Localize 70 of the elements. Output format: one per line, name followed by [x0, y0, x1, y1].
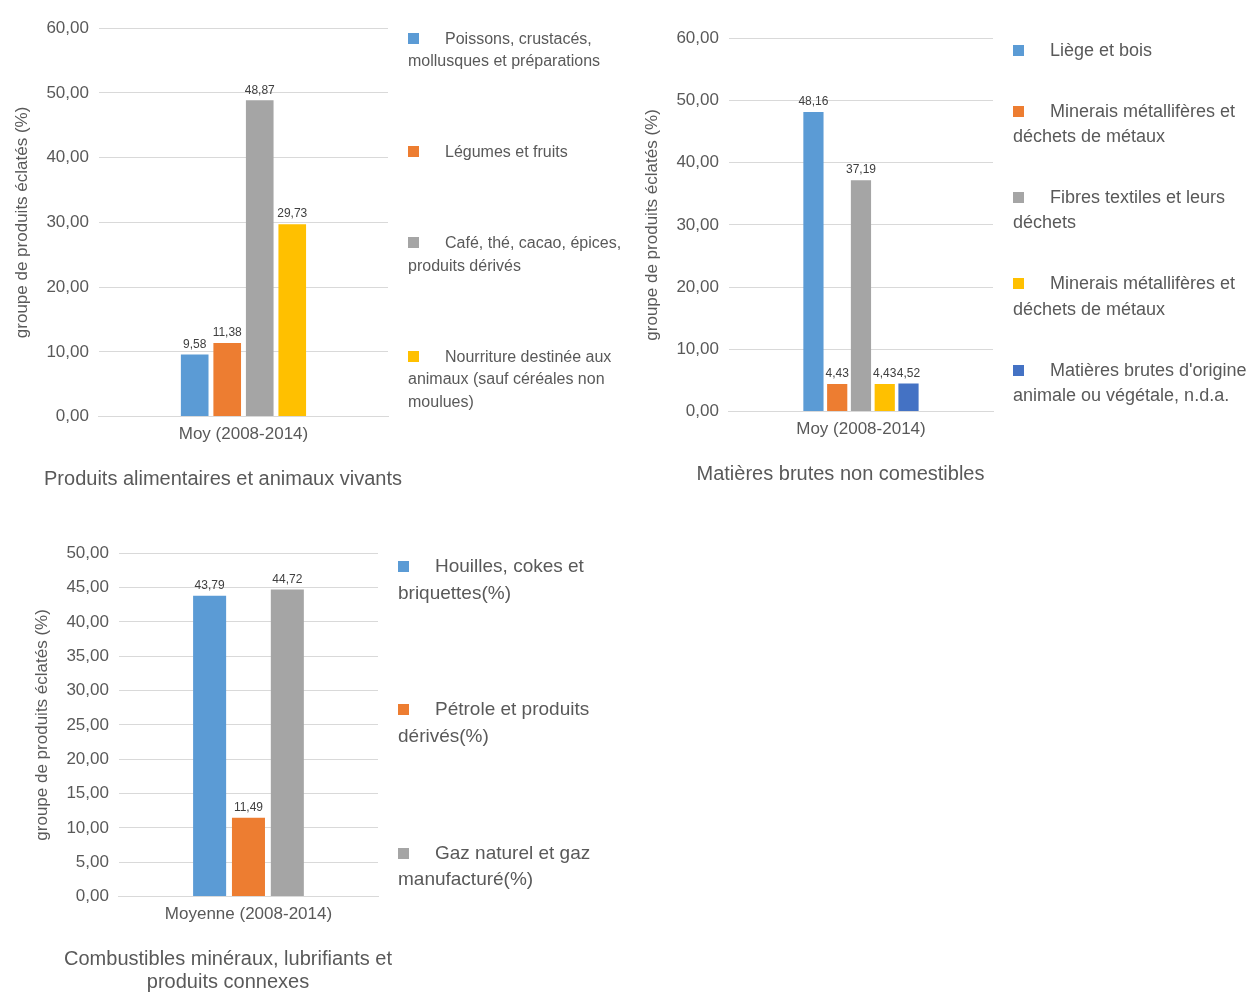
y-tick-label: 0,00	[75, 886, 109, 906]
legend-label: Matières brutes d'origine animale ou végétale, n.d.a.	[1013, 359, 1247, 405]
y-tick-label: 30,00	[46, 212, 89, 232]
y-tick-label: 40,00	[66, 611, 109, 631]
y-tick-label: 50,00	[46, 82, 89, 102]
y-axis-title: groupe de produits éclatés (%)	[31, 609, 51, 841]
y-tick-label: 5,00	[75, 851, 109, 871]
legend-label: Nourriture destinée aux animaux (sauf céréales non moulues)	[408, 347, 612, 410]
data-label: 37,19	[845, 162, 877, 177]
legend-label: Fibres textiles et leurs déchets	[1013, 187, 1226, 233]
data-label: 4,43	[825, 366, 850, 381]
legend-label: Houilles, cokes et briquettes(%)	[398, 555, 584, 603]
data-label: 48,87	[244, 82, 276, 97]
bar	[270, 589, 304, 897]
text: Produits alimentaires et animaux vivants	[43, 467, 403, 490]
y-tick-label: 20,00	[676, 276, 719, 296]
y-tick-label: 15,00	[66, 783, 109, 803]
legend-label: Minerais métallifères et déchets de métaux	[1013, 273, 1236, 319]
y-tick-label: 30,00	[676, 214, 719, 234]
bar	[850, 180, 872, 412]
y-tick-label: 60,00	[676, 27, 719, 47]
data-label: 4,52	[896, 365, 921, 380]
legend-label: Poissons, crustacés, mollusques et préparations	[408, 30, 601, 70]
y-tick-label: 0,00	[55, 406, 89, 426]
y-tick-label: 50,00	[66, 542, 109, 562]
bar	[803, 111, 824, 412]
x-tick-label: Moy (2008-2014)	[796, 419, 926, 439]
x-tick-label: Moyenne (2008-2014)	[164, 904, 333, 924]
bar	[827, 384, 848, 412]
y-tick-label: 40,00	[46, 147, 89, 167]
y-tick-label: 10,00	[46, 341, 89, 361]
legend-label: Minerais métallifères et déchets de métaux	[1013, 101, 1236, 147]
y-tick-label: 40,00	[676, 152, 719, 172]
x-tick-label: Moy (2008-2014)	[178, 424, 309, 444]
y-tick-label: 50,00	[676, 90, 719, 110]
legend-label: Pétrole et produits dérivés(%)	[398, 698, 590, 746]
bar	[180, 354, 209, 417]
legend-label: Liège et bois	[1050, 40, 1153, 60]
y-tick-label: 20,00	[66, 748, 109, 768]
text: Combustibles minéraux, lubrifiants et produits connexes	[63, 947, 393, 993]
legend-label: Café, thé, cacao, épices, produits dérivés	[408, 234, 622, 274]
bar	[874, 384, 895, 412]
legend-label: Gaz naturel et gaz manufacturé(%)	[398, 841, 591, 890]
y-tick-label: 25,00	[66, 714, 109, 734]
data-label: 11,49	[233, 800, 264, 814]
data-label: 43,79	[194, 578, 225, 593]
y-tick-label: 10,00	[676, 339, 719, 359]
y-tick-label: 60,00	[46, 17, 89, 37]
y-tick-label: 45,00	[66, 577, 109, 597]
data-label: 4,43	[873, 366, 897, 381]
data-label: 29,73	[277, 206, 308, 221]
bar	[231, 817, 265, 897]
bar	[245, 100, 274, 417]
text: Matières brutes non comestibles	[695, 462, 986, 485]
data-label: 11,38	[212, 325, 243, 340]
y-tick-label: 30,00	[66, 680, 109, 700]
data-label: 9,58	[183, 336, 207, 351]
y-tick-label: 10,00	[66, 817, 109, 837]
y-axis-title: groupe de produits éclatés (%)	[641, 109, 661, 341]
bar	[278, 224, 307, 417]
y-tick-label: 0,00	[685, 401, 719, 421]
data-label: 48,16	[798, 94, 829, 109]
legend-label: Légumes et fruits	[445, 143, 568, 161]
bar	[213, 342, 242, 417]
y-tick-label: 35,00	[66, 645, 109, 665]
bar	[898, 383, 919, 412]
data-label: 44,72	[272, 571, 303, 586]
bar	[193, 595, 227, 897]
y-tick-label: 20,00	[46, 276, 89, 296]
y-axis-title: groupe de produits éclatés (%)	[11, 106, 31, 339]
